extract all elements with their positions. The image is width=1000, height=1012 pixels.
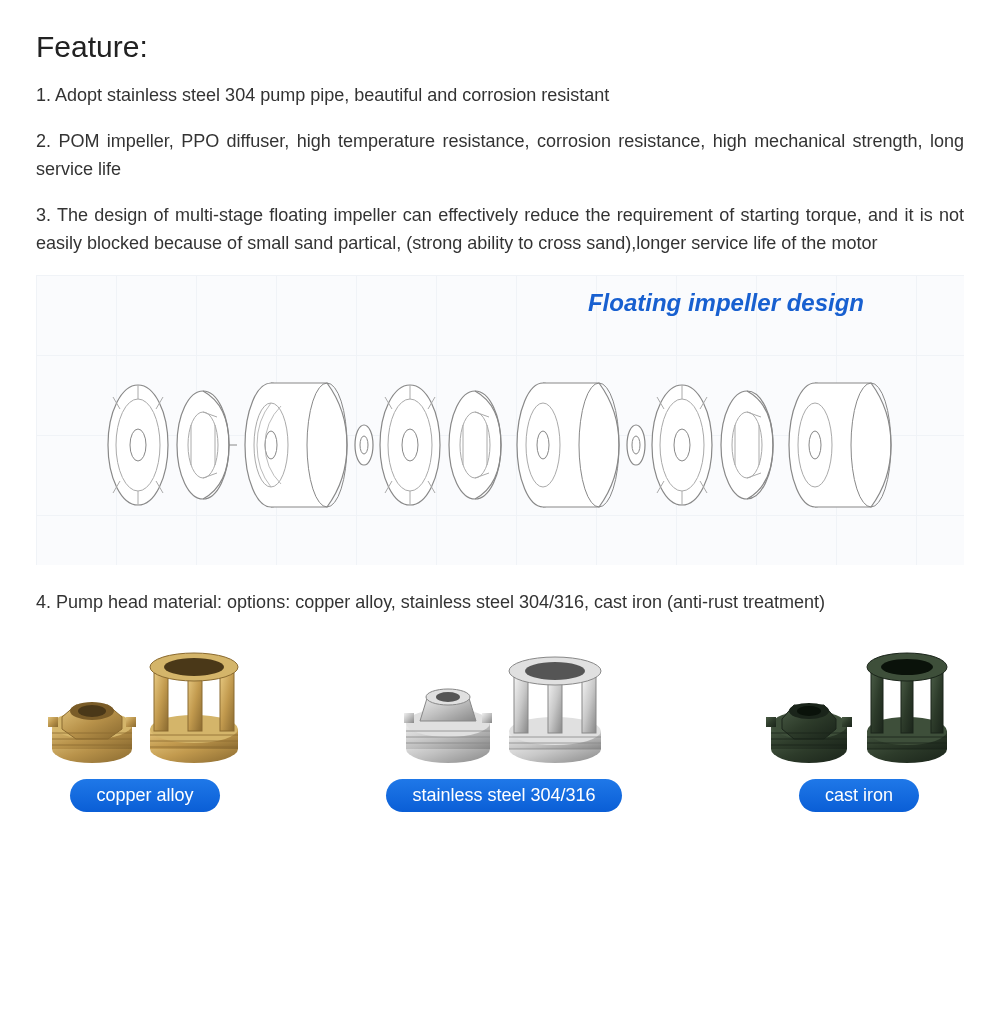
materials-row: copper alloy [36,645,964,812]
copper-cage-icon [144,645,244,765]
material-copper-images [46,645,244,765]
svg-point-109 [797,706,821,716]
feature-3: 3. The design of multi-stage floating im… [36,202,964,258]
disc-part-icon [377,375,443,515]
feature-2: 2. POM impeller, PPO diffuser, high temp… [36,128,964,184]
impeller-part-icon [715,375,785,515]
diagram-title: Floating impeller design [588,289,864,317]
svg-rect-110 [766,717,776,727]
svg-rect-98 [582,677,596,733]
material-iron: cast iron [764,647,954,812]
svg-point-30 [449,391,501,499]
svg-rect-76 [188,673,202,731]
housing-part-icon [241,370,351,520]
svg-point-79 [164,658,224,676]
material-steel-images [400,651,608,765]
iron-head-icon [764,671,854,765]
feature-4: 4. Pump head material: options: copper a… [36,589,964,617]
impeller-part-icon [171,375,241,515]
svg-rect-68 [126,717,136,727]
svg-rect-75 [154,673,168,731]
feature-1: 1. Adopt stainless steel 304 pump pipe, … [36,82,964,110]
iron-cage-icon [860,647,954,765]
material-copper: copper alloy [46,645,244,812]
material-steel: stainless steel 304/316 [386,651,621,812]
svg-point-100 [525,662,585,680]
impeller-part-icon [443,375,513,515]
material-steel-label: stainless steel 304/316 [386,779,621,812]
svg-rect-88 [404,713,414,723]
disc-part-icon [105,375,171,515]
steel-cage-icon [502,651,608,765]
washer-part-icon [351,420,377,470]
housing-part-icon [513,370,623,520]
disc-part-icon [649,375,715,515]
svg-point-87 [436,692,460,702]
svg-rect-119 [901,673,913,733]
svg-point-19 [355,425,373,465]
svg-point-66 [78,705,106,717]
housing-part-icon [785,370,895,520]
svg-rect-77 [220,673,234,731]
diagram-parts-row [36,370,964,520]
page-title: Feature: [36,30,964,64]
material-iron-images [764,647,954,765]
material-copper-label: copper alloy [70,779,219,812]
washer-part-icon [623,420,649,470]
copper-head-icon [46,669,138,765]
svg-point-51 [721,391,773,499]
steel-head-icon [400,665,496,765]
svg-point-40 [627,425,645,465]
svg-rect-67 [48,717,58,727]
svg-point-122 [881,659,933,675]
svg-rect-118 [871,673,883,733]
svg-point-9 [177,391,229,499]
svg-rect-120 [931,673,943,733]
svg-rect-96 [514,677,528,733]
material-iron-label: cast iron [799,779,919,812]
svg-rect-111 [842,717,852,727]
impeller-diagram: Floating impeller design [36,275,964,565]
svg-rect-89 [482,713,492,723]
